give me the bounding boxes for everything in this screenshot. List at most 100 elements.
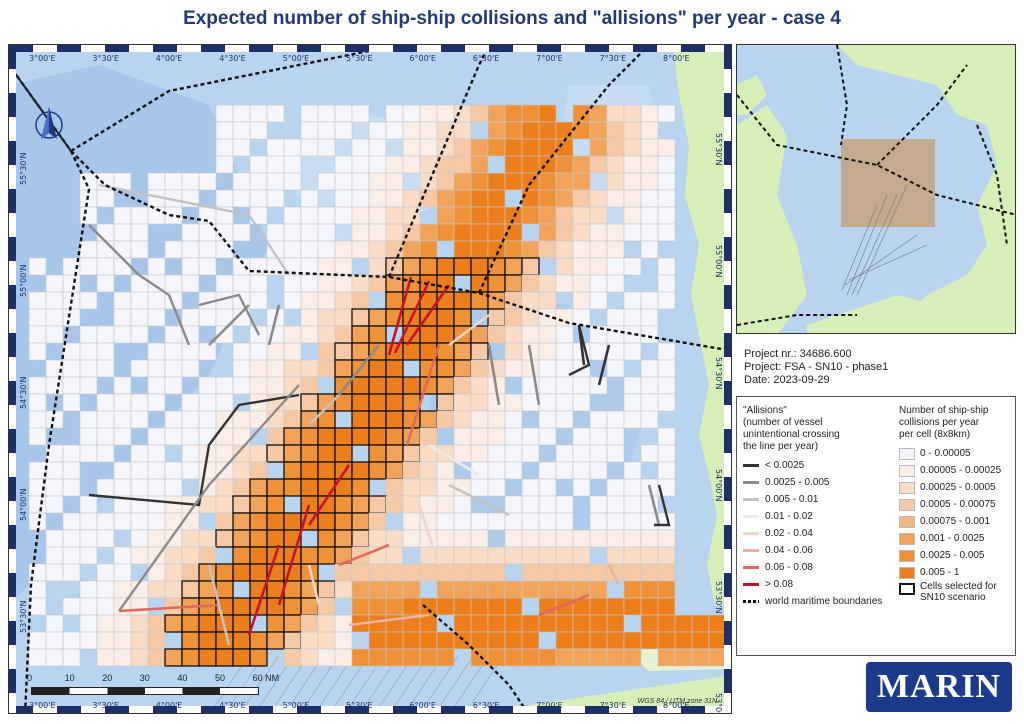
collision-cell: [198, 308, 217, 327]
collision-cell: [640, 189, 659, 208]
collision-cell: [521, 648, 540, 667]
collision-cell: [28, 257, 47, 276]
collision-cell: [538, 172, 557, 191]
collision-cell: [62, 393, 81, 412]
legend-color-swatch: [899, 464, 915, 477]
allision-polyline: [88, 224, 191, 346]
collision-cell: [657, 546, 676, 565]
collision-cell: [164, 274, 183, 293]
collision-cells: [28, 104, 731, 667]
land-frisian-islands: [529, 675, 731, 713]
collision-cell: [96, 529, 115, 548]
collision-cell: [555, 648, 574, 667]
collision-cell: [96, 240, 115, 259]
inset-land-scotland: [737, 75, 767, 115]
legend-label: 0.04 - 0.06: [765, 545, 813, 556]
collision-cell: [504, 155, 523, 174]
collision-cell: [504, 325, 523, 344]
collision-cell: [538, 342, 557, 361]
collision-cell: [317, 172, 336, 191]
collision-cell: [181, 359, 200, 378]
collision-cell: [402, 495, 421, 514]
collision-cell: [385, 648, 404, 667]
collision-cell: [606, 546, 625, 565]
collision-cell: [470, 427, 489, 446]
collision-cell: [419, 597, 438, 616]
collision-cell: [317, 121, 336, 140]
selected-cell: [351, 461, 370, 480]
collision-cell: [62, 342, 81, 361]
collision-cell: [147, 359, 166, 378]
collision-cell: [130, 223, 149, 242]
collision-cell: [623, 257, 642, 276]
collision-cell: [164, 376, 183, 395]
collision-cell: [623, 308, 642, 327]
selected-cell: [215, 631, 234, 650]
collision-cell: [113, 291, 132, 310]
longitude-label: 6°30'E: [472, 54, 500, 63]
collision-cell: [198, 393, 217, 412]
allision-legend-item: 0.02 - 0.04: [743, 525, 903, 542]
collision-cell: [232, 478, 251, 497]
collision-cell: [470, 648, 489, 667]
longitude-label: 3°00'E: [29, 701, 56, 710]
collision-cell: [538, 546, 557, 565]
collision-cell: [487, 325, 506, 344]
selected-cell: [232, 529, 251, 548]
collision-cell: [436, 495, 455, 514]
collision-cell: [504, 240, 523, 259]
collision-cell: [164, 546, 183, 565]
collision-cell: [504, 631, 523, 650]
collision-cell: [334, 121, 353, 140]
collision-cell: [283, 342, 302, 361]
collision-cell: [45, 563, 64, 582]
collision-cell: [453, 427, 472, 446]
collision-cell: [368, 648, 387, 667]
selected-cell: [283, 597, 302, 616]
collision-cell: [572, 223, 591, 242]
collision-cell: [453, 155, 472, 174]
collision-cell: [470, 172, 489, 191]
land-denmark: [673, 45, 731, 605]
collision-cell: [453, 240, 472, 259]
collision-cell: [215, 155, 234, 174]
collision-cell: [504, 104, 523, 123]
collision-cell: [657, 597, 676, 616]
collision-cell: [181, 461, 200, 480]
collision-cell: [368, 155, 387, 174]
collision-legend-heading-1: Number of ship-ship: [899, 405, 989, 416]
overview-inset-map[interactable]: [736, 44, 1016, 334]
collision-cell: [113, 223, 132, 242]
collision-cell: [147, 393, 166, 412]
collision-cell: [657, 648, 676, 667]
collision-cell: [368, 138, 387, 157]
collision-cell: [164, 172, 183, 191]
selected-cell: [487, 308, 506, 327]
collision-cell: [113, 410, 132, 429]
allision-line: [417, 504, 441, 566]
allisions-legend: "Allisions" (number of vessel unintentio…: [743, 405, 903, 610]
collision-cell: [351, 155, 370, 174]
collision-cell: [470, 478, 489, 497]
collision-cell: [555, 274, 574, 293]
collision-cell: [368, 189, 387, 208]
collision-cell: [606, 478, 625, 497]
selected-cells-swatch: [899, 583, 915, 595]
collision-cell: [589, 206, 608, 225]
collision-cell: [283, 223, 302, 242]
collision-cell: [555, 172, 574, 191]
collision-cell: [572, 172, 591, 191]
legend-color-swatch: [899, 532, 915, 545]
collision-cell: [249, 461, 268, 480]
collision-legend: Number of ship-ship collisions per year …: [899, 405, 1017, 609]
collision-cell: [215, 478, 234, 497]
selected-cell: [266, 631, 285, 650]
collision-cell: [538, 648, 557, 667]
collision-cell: [657, 274, 676, 293]
scale-tick-label: 10: [64, 673, 75, 683]
collision-cell: [572, 614, 591, 633]
main-map[interactable]: 3°00'E 3°30'E 4°00'E 4°30'E 5°00'E 5°30'E 6°00…: [8, 44, 732, 714]
collision-cell: [283, 172, 302, 191]
collision-cell: [572, 478, 591, 497]
allision-line: [208, 304, 250, 346]
